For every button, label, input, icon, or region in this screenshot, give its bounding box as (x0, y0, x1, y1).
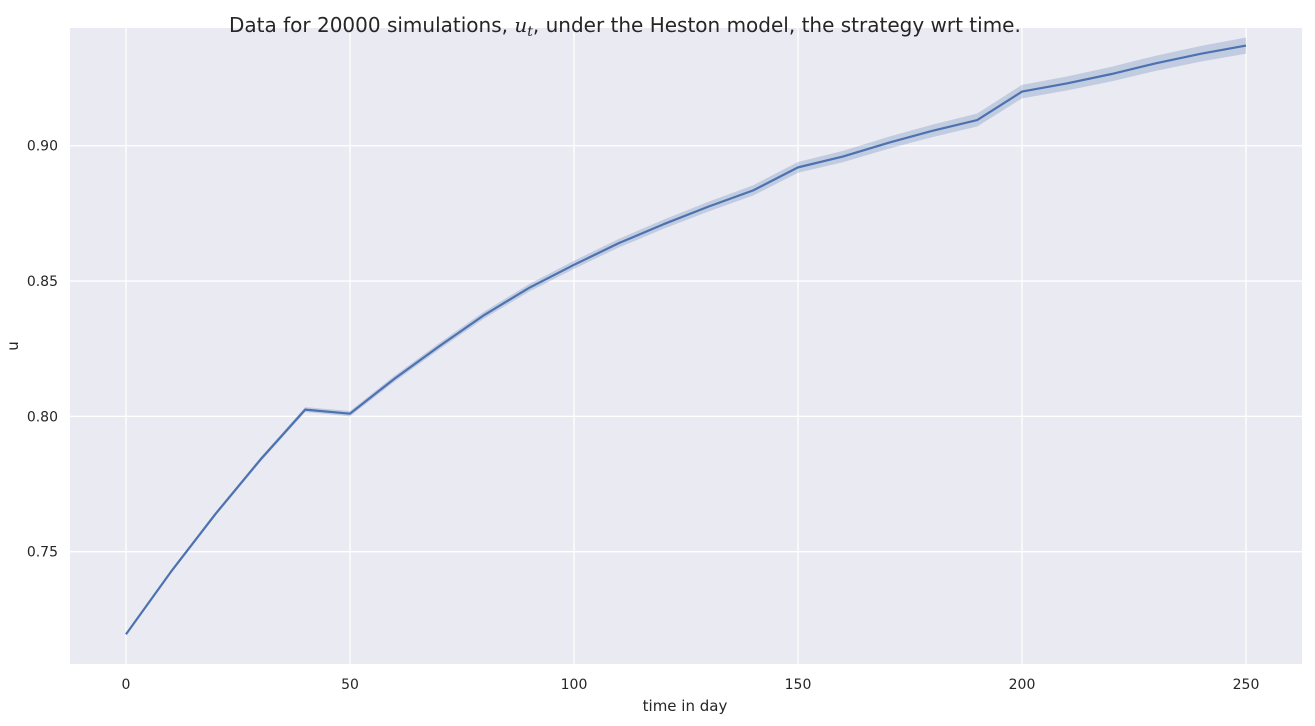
x-tick-label: 150 (785, 677, 812, 693)
x-axis-label: time in day (643, 697, 728, 715)
y-tick-label: 0.80 (27, 409, 58, 425)
x-tick-label: 50 (341, 677, 359, 693)
chart-title-prefix: Data for 20000 simulations, (229, 13, 514, 37)
y-tick-label: 0.90 (27, 139, 58, 155)
x-tick-labels: 0 50 100 150 200 250 (122, 677, 1260, 693)
x-tick-label: 250 (1233, 677, 1260, 693)
x-tick-label: 0 (122, 677, 131, 693)
y-tick-labels: 0.75 0.80 0.85 0.90 (27, 139, 58, 561)
plot-background (70, 28, 1302, 664)
y-axis-label: u (4, 341, 22, 351)
chart-title-suffix: , under the Heston model, the strategy w… (533, 13, 1021, 37)
x-tick-label: 100 (561, 677, 588, 693)
grid-lines (70, 28, 1302, 664)
chart-title-math-subscript: t (527, 24, 533, 40)
x-tick-label: 200 (1009, 677, 1036, 693)
chart-title-math-base: u (514, 13, 527, 37)
y-tick-label: 0.75 (27, 545, 58, 561)
series-line (125, 44, 1247, 635)
chart-title: Data for 20000 simulations, ut, under th… (229, 13, 1021, 40)
y-tick-label: 0.85 (27, 274, 58, 290)
